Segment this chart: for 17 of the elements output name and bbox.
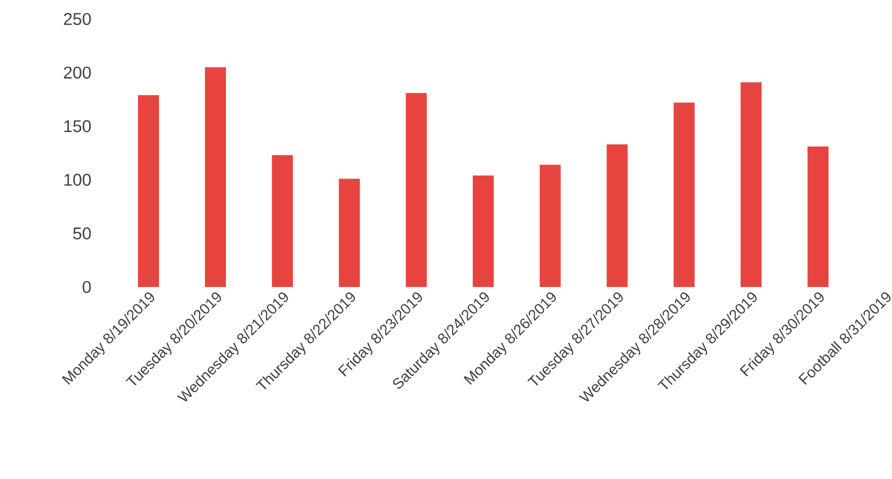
bar — [808, 146, 829, 287]
bar — [740, 82, 762, 287]
bar — [406, 92, 427, 287]
y-tick-label: 0 — [82, 280, 91, 294]
bar — [338, 178, 360, 287]
bar — [606, 144, 628, 287]
y-tick-label: 150 — [64, 120, 91, 132]
bar — [272, 155, 293, 287]
bar — [674, 102, 695, 287]
bar — [472, 176, 494, 287]
bar — [204, 67, 226, 287]
bar — [540, 164, 561, 287]
bar — [138, 95, 159, 287]
y-tick-label: 250 — [64, 12, 91, 26]
y-tick-label: 200 — [64, 66, 91, 79]
y-tick-label: 100 — [64, 174, 91, 186]
y-tick-label: 50 — [73, 227, 91, 240]
